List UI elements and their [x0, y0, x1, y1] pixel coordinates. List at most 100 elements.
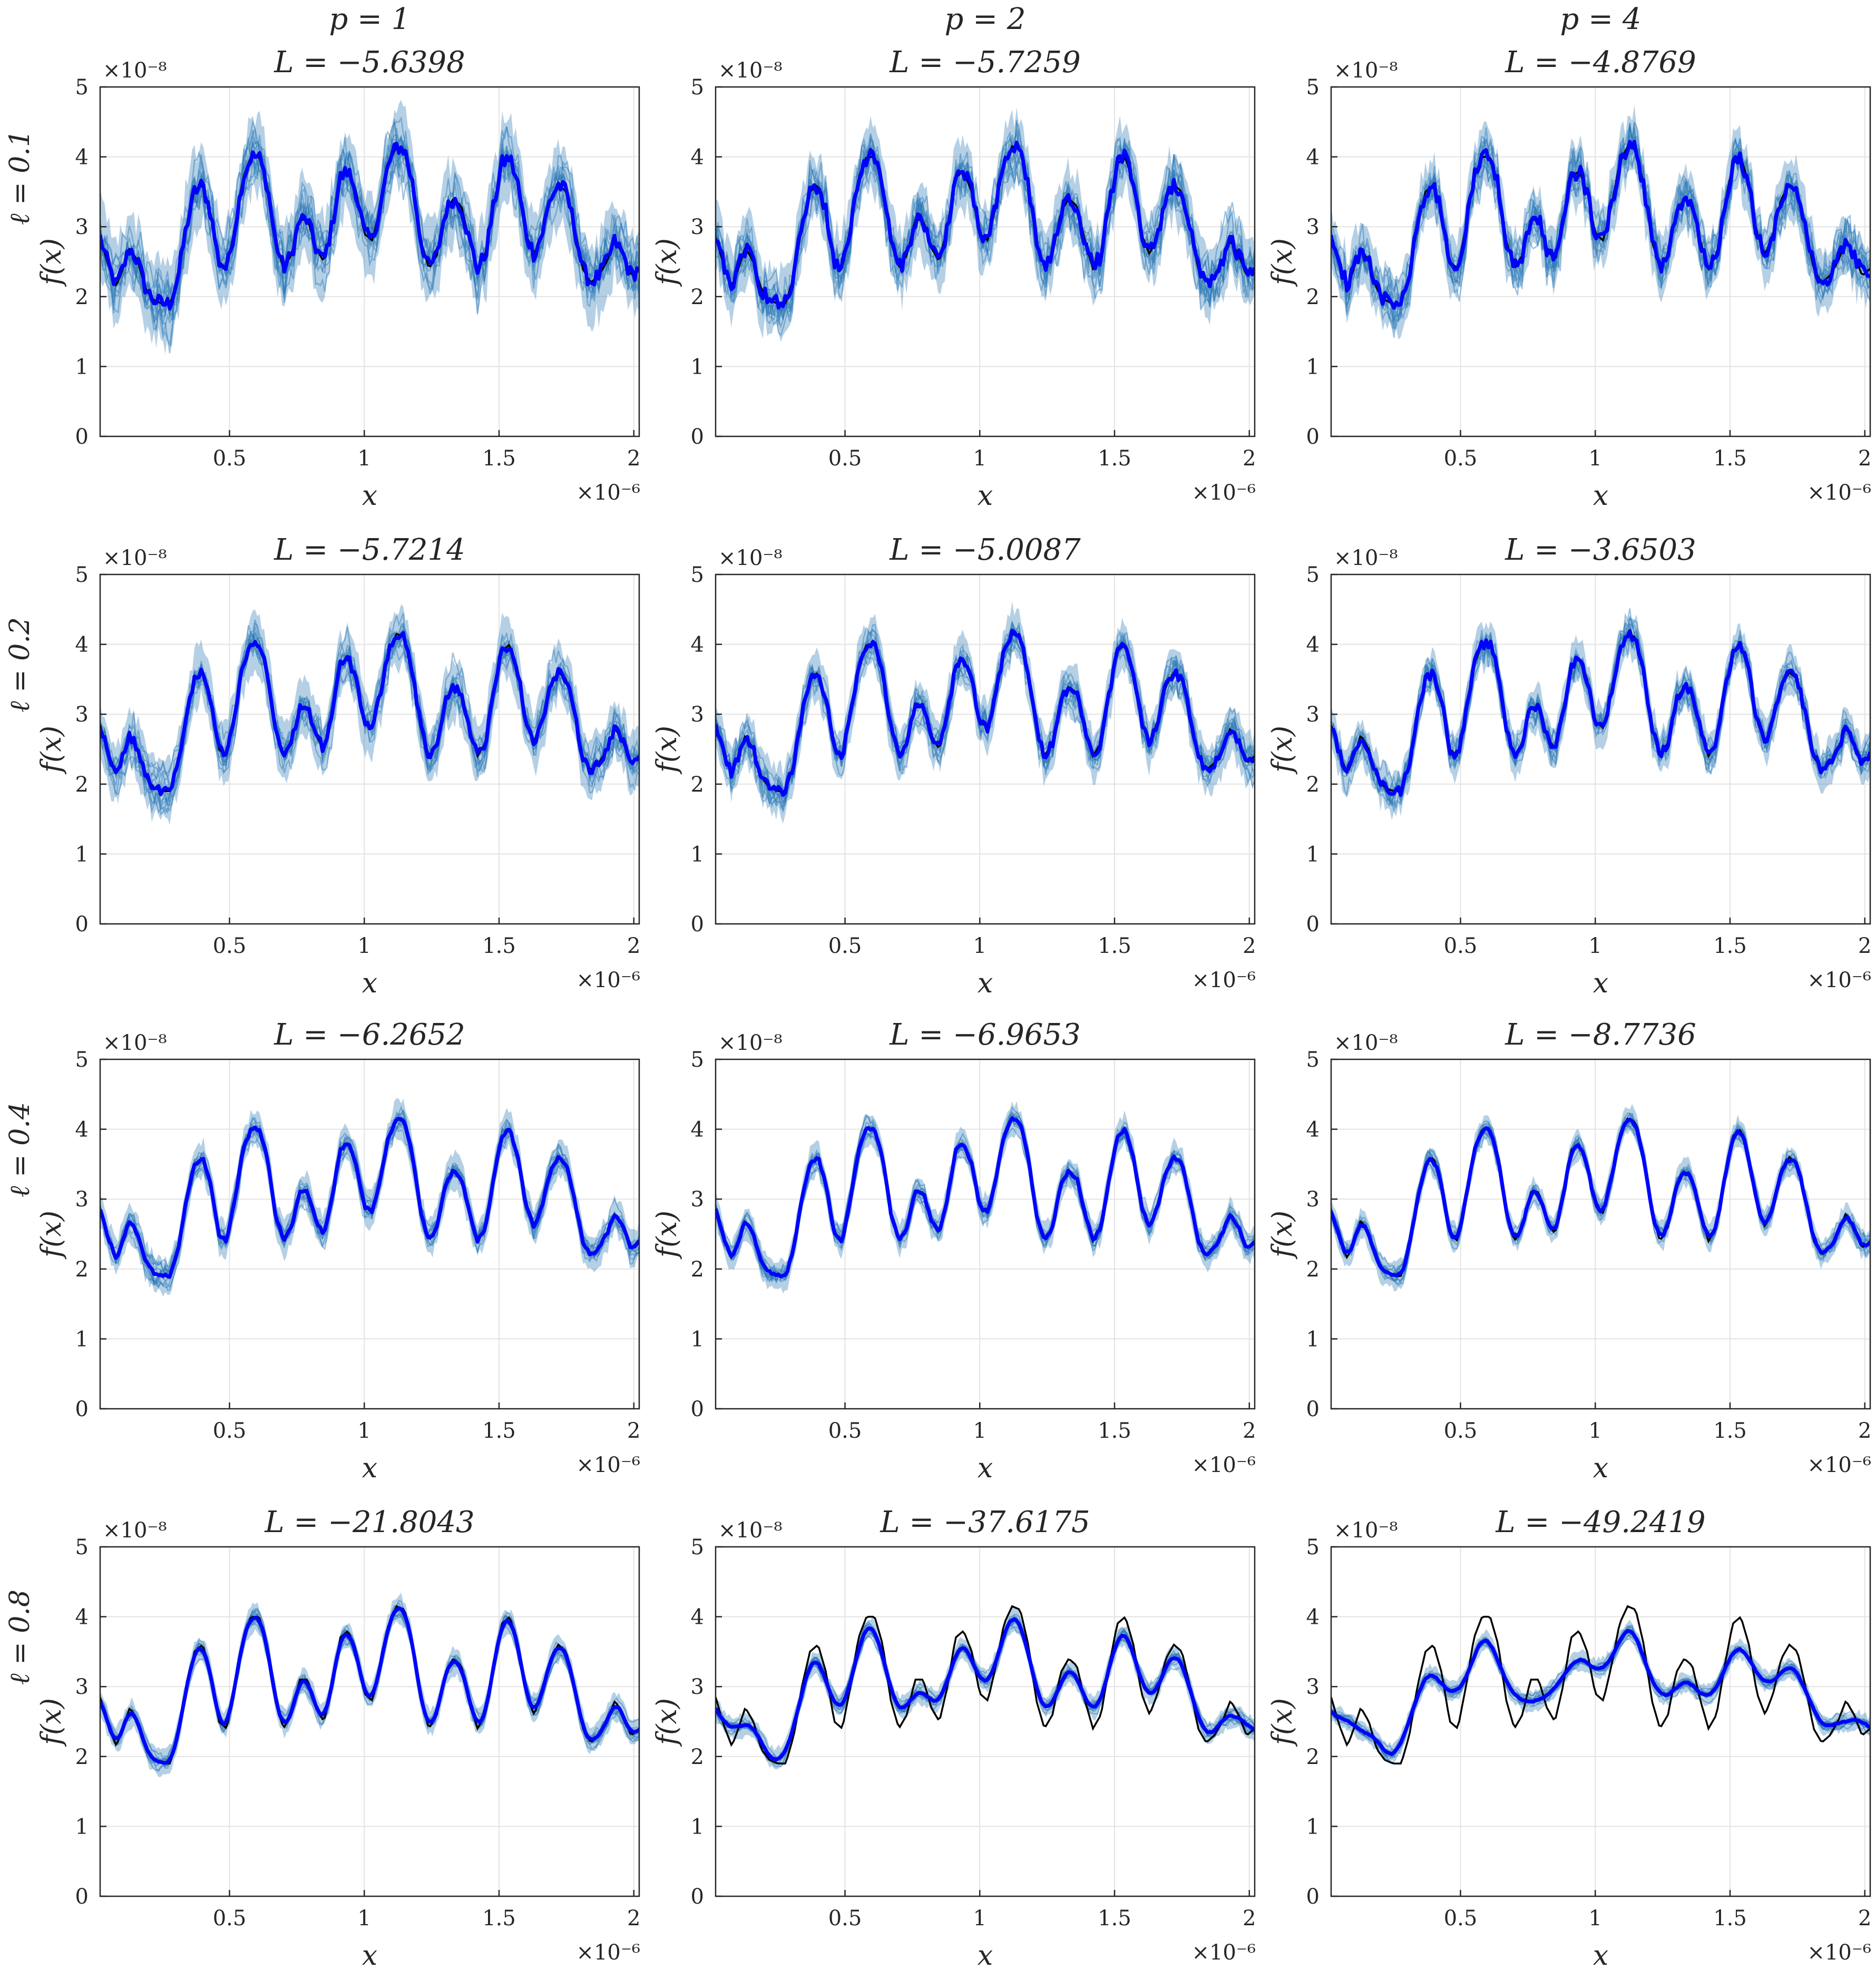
- subplot-2-1: 0.5 1 1.5 2 0 1 2 3 4 5 ×10⁻⁸ ×10⁻⁶ x f(x) L = −6.9653: [651, 1018, 1256, 1484]
- y-axis-exponent: ×10⁻⁸: [103, 1518, 167, 1543]
- x-tick-label: 2: [627, 1906, 640, 1931]
- y-tick-label: 5: [691, 1048, 704, 1072]
- axes-box: [99, 86, 640, 437]
- axes-box: [715, 1058, 1256, 1410]
- x-axis-exponent: ×10⁻⁶: [1191, 1941, 1256, 1965]
- y-tick-label: 4: [1306, 1605, 1320, 1630]
- y-axis-label: f(x): [36, 238, 67, 287]
- subplot-1-2: 0.5 1 1.5 2 0 1 2 3 4 5 ×10⁻⁸ ×10⁻⁶ x f(x) L = −3.6503: [1267, 533, 1871, 999]
- x-tick-label: 2: [627, 934, 640, 958]
- y-tick-label: 5: [1306, 563, 1320, 587]
- y-tick-label: 2: [691, 1745, 704, 1769]
- x-tick-label: 1: [358, 1906, 371, 1931]
- subplot-title: L = −5.0087: [889, 533, 1081, 567]
- x-tick-label: 2: [1858, 1906, 1871, 1931]
- y-tick-label: 0: [691, 1397, 704, 1421]
- y-tick-label: 4: [691, 1118, 704, 1142]
- x-tick-label: 1.5: [1098, 1419, 1131, 1443]
- subplot-title: L = −6.2652: [273, 1018, 465, 1052]
- y-tick-label: 3: [691, 703, 704, 727]
- plot-area: [100, 1547, 639, 1896]
- x-axis-exponent: ×10⁻⁶: [1191, 968, 1256, 992]
- column-header-p: p = 4: [1560, 2, 1642, 36]
- subplot-title: L = −49.2419: [1495, 1505, 1705, 1539]
- column-header-p: p = 2: [945, 2, 1026, 36]
- y-tick-label: 5: [691, 1535, 704, 1559]
- x-tick-label: 2: [627, 446, 640, 471]
- y-axis-exponent: ×10⁻⁸: [103, 546, 167, 570]
- sample-band: [716, 1101, 1255, 1293]
- y-tick-label: 5: [1306, 75, 1320, 100]
- sample-band: [716, 107, 1255, 343]
- samples-group: [716, 601, 1255, 824]
- plot-area: [716, 1547, 1255, 1896]
- posterior-mean-line: [1331, 629, 1870, 797]
- plot-area: [1331, 574, 1870, 924]
- x-tick-label: 0.5: [213, 446, 247, 471]
- posterior-mean-line: [100, 631, 639, 796]
- y-axis-exponent: ×10⁻⁸: [103, 1031, 167, 1055]
- x-tick-label: 1.5: [1713, 934, 1747, 958]
- y-tick-label: 4: [75, 1605, 89, 1630]
- y-tick-label: 5: [691, 75, 704, 100]
- axes-box: [1330, 1546, 1871, 1897]
- x-axis-label: x: [978, 480, 993, 512]
- samples-group: [716, 1605, 1255, 1770]
- axes-box: [1330, 573, 1871, 925]
- posterior-mean-line: [716, 628, 1255, 797]
- sample-line: [1331, 123, 1870, 338]
- x-tick-label: 1.5: [1713, 1419, 1747, 1443]
- x-tick-label: 0.5: [1444, 1906, 1478, 1931]
- y-axis-label: f(x): [1267, 1698, 1298, 1747]
- posterior-mean-line: [100, 1606, 639, 1765]
- row-label-length-scale: ℓ = 0.4: [4, 1102, 36, 1197]
- subplot-title: L = −5.7214: [273, 533, 465, 567]
- axes-box: [99, 1058, 640, 1410]
- x-tick-label: 1: [1589, 1906, 1602, 1931]
- y-axis-label: f(x): [1267, 238, 1298, 287]
- plot-area: [1331, 87, 1870, 436]
- y-axis-label: f(x): [36, 1698, 67, 1747]
- samples-group: [1331, 105, 1870, 339]
- x-axis-exponent: ×10⁻⁶: [1191, 1453, 1256, 1477]
- axes-box: [1330, 1058, 1871, 1410]
- sample-line: [1331, 128, 1870, 301]
- x-tick-label: 0.5: [1444, 934, 1478, 958]
- y-axis-label: f(x): [651, 1698, 683, 1747]
- y-tick-label: 5: [1306, 1535, 1320, 1559]
- x-axis-label: x: [1593, 968, 1608, 999]
- y-tick-label: 2: [75, 1258, 89, 1282]
- subplot-2-0: 0.5 1 1.5 2 0 1 2 3 4 5 ×10⁻⁸ ×10⁻⁶ x f(x) L = −6.2652…: [4, 1018, 640, 1484]
- posterior-mean-line: [716, 140, 1255, 310]
- x-axis-exponent: ×10⁻⁶: [1807, 968, 1871, 992]
- y-tick-label: 0: [691, 425, 704, 449]
- y-axis-exponent: ×10⁻⁸: [1334, 1031, 1398, 1055]
- x-axis-label: x: [362, 1453, 377, 1484]
- y-tick-label: 3: [75, 1187, 89, 1212]
- sample-line: [100, 1119, 639, 1285]
- row-label-length-scale: ℓ = 0.2: [4, 617, 36, 713]
- y-tick-label: 2: [75, 773, 89, 797]
- true-function-line: [1331, 1605, 1870, 1765]
- sample-line: [716, 637, 1255, 807]
- x-axis-label: x: [1593, 480, 1608, 512]
- x-tick-label: 1: [358, 446, 371, 471]
- y-tick-label: 3: [75, 703, 89, 727]
- subplot-title: L = −37.6175: [880, 1505, 1090, 1539]
- x-tick-label: 1.5: [482, 1419, 516, 1443]
- x-tick-label: 2: [1858, 446, 1871, 471]
- plot-area: [100, 87, 639, 436]
- x-tick-label: 1.5: [1098, 1906, 1131, 1931]
- y-tick-label: 3: [1306, 1675, 1320, 1699]
- y-tick-label: 5: [691, 563, 704, 587]
- y-tick-label: 4: [691, 1605, 704, 1630]
- y-axis-exponent: ×10⁻⁸: [1334, 546, 1398, 570]
- plot-area: [1331, 1059, 1870, 1409]
- y-tick-label: 4: [1306, 633, 1320, 657]
- samples-group: [716, 107, 1255, 343]
- row-label-length-scale: ℓ = 0.1: [4, 130, 36, 225]
- subplot-3-2: 0.5 1 1.5 2 0 1 2 3 4 5 ×10⁻⁸ ×10⁻⁶ x f(x) L = −49.241…: [1267, 1505, 1871, 1969]
- x-tick-label: 2: [1243, 446, 1256, 471]
- y-tick-label: 2: [1306, 1258, 1320, 1282]
